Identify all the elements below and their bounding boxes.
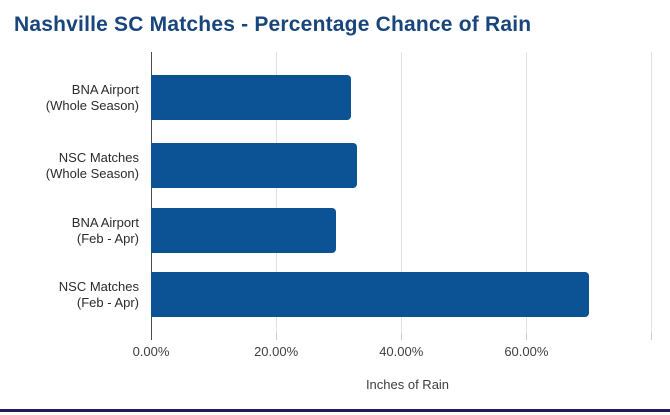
category-label-line: NSC Matches <box>58 149 139 165</box>
bar-bna-airport-feb-apr <box>151 208 336 253</box>
y-axis-line <box>151 52 152 333</box>
bar-bna-airport-whole-season <box>151 75 352 120</box>
category-label-line: (Feb - Apr) <box>76 294 139 310</box>
x-axis-tickmark <box>651 333 653 340</box>
gridline <box>526 52 528 333</box>
category-label-line: BNA Airport <box>71 214 139 230</box>
gridline <box>651 52 653 333</box>
category-label-line: BNA Airport <box>71 81 139 97</box>
x-axis-tickmark <box>151 333 152 340</box>
x-axis-tick-label: 60.00% <box>504 344 549 359</box>
chart-title: Nashville SC Matches - Percentage Chance… <box>14 13 532 36</box>
x-axis-tickmark <box>401 333 403 340</box>
category-label: BNA Airport (Whole Season) <box>0 75 139 120</box>
category-label: BNA Airport (Feb - Apr) <box>0 208 139 253</box>
category-label: NSC Matches (Whole Season) <box>0 143 139 188</box>
x-axis-tickmark <box>526 333 528 340</box>
bar-nsc-matches-feb-apr <box>151 272 589 317</box>
x-axis-tickmark <box>276 333 278 340</box>
x-axis-tick-label: 40.00% <box>379 344 424 359</box>
category-label: NSC Matches (Feb - Apr) <box>0 272 139 317</box>
bottom-border-rule <box>0 409 670 412</box>
category-label-line: (Whole Season) <box>45 165 139 181</box>
x-axis-tick-label: 0.00% <box>132 344 170 359</box>
bar-nsc-matches-whole-season <box>151 143 358 188</box>
category-label-line: (Whole Season) <box>45 97 139 113</box>
category-label-line: (Feb - Apr) <box>76 230 139 246</box>
x-axis-ticks: 0.00% 20.00% 40.00% 60.00% <box>133 333 664 373</box>
y-axis-category-labels: BNA Airport (Whole Season) NSC Matches (… <box>0 52 145 333</box>
x-axis-tick-label: 20.00% <box>254 344 299 359</box>
gridline <box>401 52 403 333</box>
gridline <box>276 52 278 333</box>
category-label-line: NSC Matches <box>58 278 139 294</box>
x-axis-title: Inches of Rain <box>365 377 450 392</box>
plot-area <box>151 52 664 333</box>
